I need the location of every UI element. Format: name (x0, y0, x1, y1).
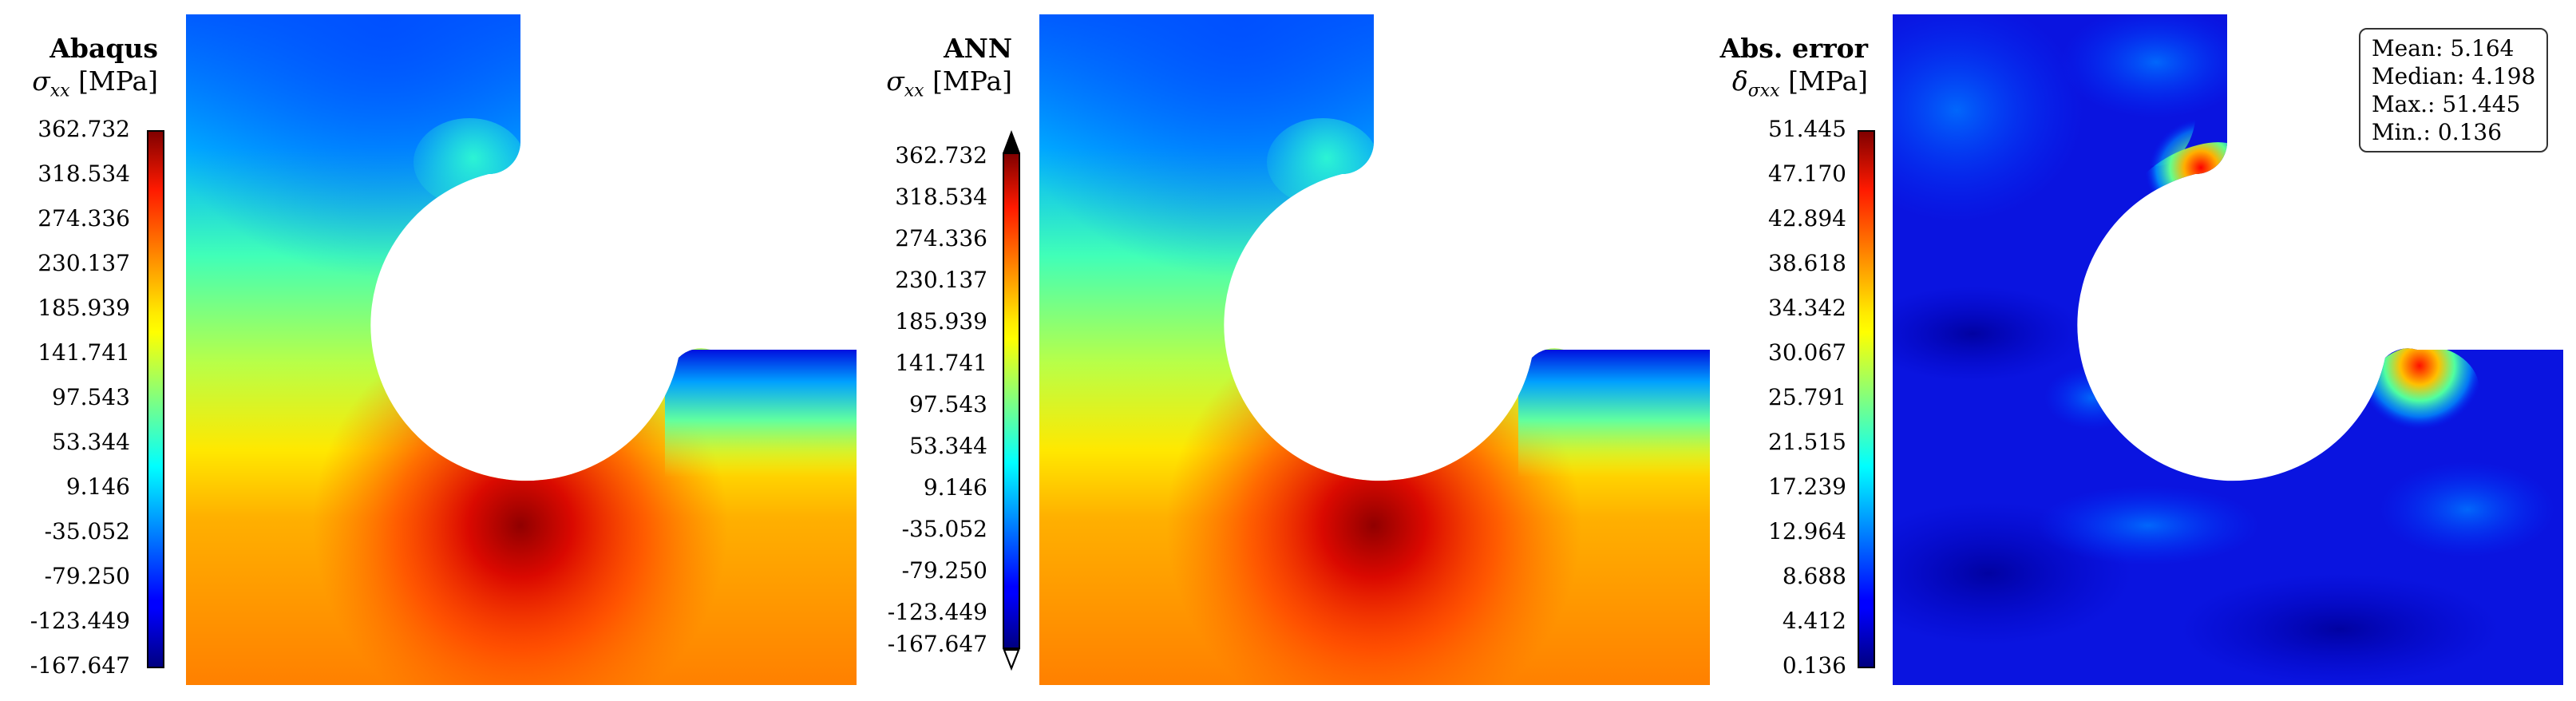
colorbar (1858, 130, 1875, 668)
panel-abs-error: Abs. error δσxx [MPa] 51.445 47.170 42.8… (1712, 0, 2574, 701)
colorbar-tick: 141.741 (895, 350, 987, 376)
colorbar-tick: 17.239 (1768, 473, 1846, 500)
stat-median: Median: 4.198 (2372, 63, 2536, 89)
colorbar (1003, 130, 1020, 671)
colorbar-tick: -167.647 (887, 631, 987, 657)
stat-mean: Mean: 5.164 (2372, 35, 2515, 61)
colorbar-symbol: δ (1731, 65, 1748, 97)
colorbar-tick: 9.146 (923, 474, 987, 501)
colorbar-label: δσxx [MPa] (1712, 65, 1868, 102)
colorbar-tick: 185.939 (895, 308, 987, 335)
stat-max: Max.: 51.445 (2372, 91, 2521, 117)
colorbar-tick: 0.136 (1782, 652, 1846, 679)
colorbar-tick: 12.964 (1768, 518, 1846, 545)
panel-title: Abs. error (1719, 33, 1868, 64)
colorbar-subscript: xx (49, 81, 70, 101)
panel-title: ANN (944, 33, 1012, 64)
colorbar-title: ANN σxx [MPa] (858, 32, 1012, 102)
colorbar-tick: 53.344 (909, 433, 987, 459)
colorbar-tick: -167.647 (30, 652, 130, 679)
error-stats-box: Mean: 5.164 Median: 4.198 Max.: 51.445 M… (2359, 28, 2549, 152)
colorbar-title: Abs. error δσxx [MPa] (1712, 32, 1868, 102)
colorbar-tick: 97.543 (909, 391, 987, 418)
colorbar-tick: 25.791 (1768, 384, 1846, 410)
colorbar-tick: 42.894 (1768, 205, 1846, 232)
colorbar-tick: 30.067 (1768, 339, 1846, 366)
colorbar-tick: 141.741 (38, 339, 130, 366)
colorbar-tick: -123.449 (30, 608, 130, 634)
colorbar-tick: 47.170 (1768, 160, 1846, 187)
colorbar-tick: 4.412 (1782, 608, 1846, 634)
colorbar-tick: 274.336 (38, 205, 130, 232)
colorbar-tick: 318.534 (38, 160, 130, 187)
colorbar (147, 130, 164, 668)
colorbar-tick: 97.543 (52, 384, 130, 410)
colorbar-unit: [MPa] (1788, 65, 1868, 97)
colorbar-title: Abaqus σxx [MPa] (0, 32, 158, 102)
colorbar-tick: -35.052 (44, 518, 130, 545)
colorbar-tick: -123.449 (887, 599, 987, 625)
colorbar-tick: 8.688 (1782, 563, 1846, 589)
colorbar-tick: 318.534 (895, 184, 987, 210)
colorbar-tick: 185.939 (38, 295, 130, 321)
colorbar-tick: 53.344 (52, 429, 130, 455)
stress-field-map (186, 14, 857, 685)
colorbar-subscript: xx (904, 81, 924, 101)
colorbar-unit: [MPa] (78, 65, 158, 97)
colorbar-tick: -79.250 (44, 563, 130, 589)
colorbar-tick: 362.732 (895, 142, 987, 168)
stress-field-map (1039, 14, 1710, 685)
colorbar-tick: -35.052 (901, 516, 987, 542)
colorbar-symbol: σ (886, 65, 904, 97)
panel-ann: ANN σxx [MPa] 362.732 318.534 274.336 23… (858, 0, 1712, 701)
stat-min: Min.: 0.136 (2372, 119, 2503, 145)
panel-abaqus: Abaqus σxx [MPa] 362.732 318.534 274.336… (0, 0, 858, 701)
colorbar-tick: 21.515 (1768, 429, 1846, 455)
colorbar-tick: -79.250 (901, 557, 987, 584)
colorbar-label: σxx [MPa] (0, 65, 158, 102)
colorbar-tick: 230.137 (38, 250, 130, 276)
colorbar-tick: 230.137 (895, 267, 987, 293)
colorbar-tick: 34.342 (1768, 295, 1846, 321)
colorbar-label: σxx [MPa] (858, 65, 1012, 102)
colorbar-tick: 38.618 (1768, 250, 1846, 276)
colorbar-tick: 362.732 (38, 116, 130, 142)
colorbar-tick: 274.336 (895, 225, 987, 251)
colorbar-tick: 51.445 (1768, 116, 1846, 142)
colorbar-symbol: σ (32, 65, 50, 97)
colorbar-unit: [MPa] (932, 65, 1012, 97)
panel-title: Abaqus (49, 33, 158, 64)
colorbar-subscript: σxx (1747, 81, 1780, 101)
colorbar-tick: 9.146 (65, 473, 130, 500)
